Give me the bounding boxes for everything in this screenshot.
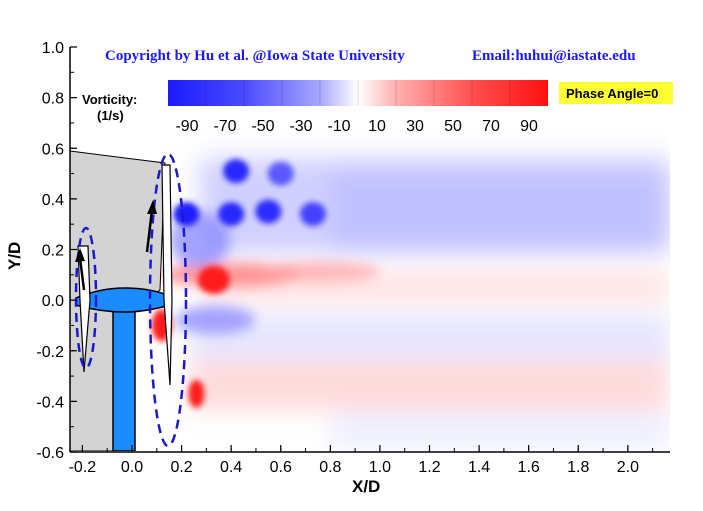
wind-turbine <box>75 164 173 451</box>
colorbar-tick-label: -10 <box>327 118 350 135</box>
x-axis-label: X/D <box>352 477 380 496</box>
copyright-text: Copyright by Hu et al. @Iowa State Unive… <box>105 48 405 64</box>
x-tick-label: 0.4 <box>220 459 242 476</box>
tip-vortex-core <box>267 161 294 186</box>
colorbar-tick-label: 70 <box>482 118 500 135</box>
x-axis-ticks: -0.2 0.0 0.2 0.4 0.6 0.8 1.0 1.2 1.4 1.6 1.8 2.0 <box>69 445 654 476</box>
y-tick-label: -0.4 <box>36 394 64 411</box>
x-tick-label: 1.2 <box>418 459 440 476</box>
colorbar-tick-label: 30 <box>406 118 424 135</box>
y-tick-label: 0.4 <box>42 192 64 209</box>
tip-vortex-core <box>173 202 200 227</box>
phase-angle-badge <box>559 82 673 104</box>
y-tick-label: 0.0 <box>42 293 64 310</box>
tip-vortex-core <box>218 202 245 227</box>
y-tick-label: 0.6 <box>42 141 64 158</box>
y-tick-label: -0.6 <box>36 445 64 462</box>
colorbar-tick-label: 10 <box>368 118 386 135</box>
rotation-arrow-upstream <box>75 248 86 291</box>
x-tick-label: 1.0 <box>369 459 391 476</box>
plot-area <box>70 150 670 451</box>
colorbar-tick-label: -30 <box>289 118 312 135</box>
x-tick-label: 1.6 <box>518 459 540 476</box>
rotor-ellipse-upstream <box>74 226 98 370</box>
colorbar-tick-label: -50 <box>251 118 274 135</box>
x-tick-label: 2.0 <box>617 459 639 476</box>
tip-vortex-core <box>223 159 250 184</box>
vortex-cores <box>151 159 326 408</box>
colorbar <box>168 80 548 106</box>
rotation-arrow-downstream <box>145 200 157 253</box>
lower-vortex-core <box>188 379 205 408</box>
email-text: Email:huhui@iastate.edu <box>472 48 636 64</box>
tip-vortex-core <box>299 202 326 227</box>
tip-vortex-core <box>255 199 282 224</box>
colorbar-tick-label: 50 <box>444 118 462 135</box>
y-tick-label: 1.0 <box>42 40 64 57</box>
x-tick-label: 0.8 <box>319 459 341 476</box>
colorbar-tick-label: 90 <box>520 118 538 135</box>
x-tick-label: 0.2 <box>170 459 192 476</box>
colorbar-tick-label: -70 <box>213 118 236 135</box>
y-axis-label: Y/D <box>5 242 24 270</box>
y-axis-ticks: -0.6 -0.4 -0.2 0.0 0.2 0.4 0.6 0.8 1.0 <box>36 40 77 462</box>
colorbar-ticks: -90 -70 -50 -30 -10 10 30 50 70 90 <box>175 80 538 135</box>
colorbar-tick-label: -90 <box>175 118 198 135</box>
phase-angle-text: Phase Angle=0 <box>566 86 658 101</box>
colorbar-title: Vorticity: <box>82 92 137 107</box>
x-tick-label: 0.6 <box>270 459 292 476</box>
x-tick-label: 0.0 <box>121 459 143 476</box>
y-tick-label: 0.8 <box>42 91 64 108</box>
rotor-ellipse-downstream <box>148 152 188 448</box>
x-tick-label: 1.8 <box>567 459 589 476</box>
x-tick-label: 1.4 <box>468 459 490 476</box>
root-vortex-core <box>197 265 230 294</box>
colorbar-units: (1/s) <box>97 108 124 123</box>
y-tick-label: -0.2 <box>36 344 64 361</box>
x-tick-label: -0.2 <box>69 459 97 476</box>
y-tick-label: 0.2 <box>42 243 64 260</box>
